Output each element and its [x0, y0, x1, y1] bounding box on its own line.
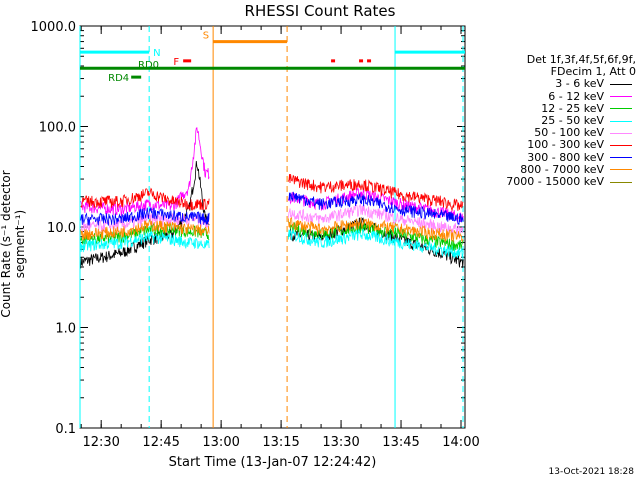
annotation-bar-label: RD0: [138, 60, 159, 71]
legend-swatch: [610, 108, 632, 110]
series-line: [288, 203, 464, 236]
series-line: [80, 127, 210, 216]
series-line: [80, 187, 210, 211]
legend-entry: 6 - 12 keV: [480, 89, 636, 103]
x-tick-label: 13:15: [262, 435, 299, 450]
series-line: [80, 230, 210, 253]
legend-swatch: [610, 169, 632, 171]
annotation-bar-label: N: [153, 48, 160, 59]
legend-entry-label: 3 - 6 keV: [555, 77, 604, 91]
series-line: [288, 173, 464, 212]
legend-entry-label: 7000 - 15000 keV: [506, 174, 604, 188]
legend-swatch: [610, 157, 632, 159]
legend-entry-label: 25 - 50 keV: [541, 113, 604, 127]
legend-entry: 12 - 25 keV: [480, 101, 636, 115]
legend-entry: 300 - 800 keV: [480, 150, 636, 164]
legend-header-line-2: FDecim 1, Att 0: [550, 65, 636, 79]
legend-entry-label: 100 - 300 keV: [527, 138, 604, 152]
legend-swatch: [610, 132, 632, 134]
x-tick-label: 13:45: [382, 435, 419, 450]
legend: Det 1f,3f,4f,5f,6f,9f, FDecim 1, Att 0 3…: [480, 53, 636, 188]
footer-timestamp: 13-Oct-2021 18:28: [548, 467, 634, 477]
legend-entry: 3 - 6 keV: [480, 78, 636, 90]
series-line: [288, 227, 464, 259]
legend-entry-label: 300 - 800 keV: [527, 150, 604, 164]
legend-entry: 50 - 100 keV: [480, 126, 636, 140]
x-tick-label: 14:00: [442, 435, 479, 450]
legend-entry: 100 - 300 keV: [480, 139, 636, 151]
annotation-bar-label: S: [203, 31, 209, 42]
y-tick-label: 100.0: [39, 121, 76, 136]
legend-swatch: [610, 144, 632, 146]
legend-swatch: [610, 84, 632, 85]
y-tick-label: 10.0: [47, 221, 76, 236]
legend-entries: 3 - 6 keV 6 - 12 keV 12 - 25 keV 25 - 50 ke…: [480, 78, 636, 188]
y-tick-label: 0.1: [55, 422, 76, 437]
legend-entry-label: 50 - 100 keV: [534, 126, 604, 140]
y-tick-label: 1000.0: [31, 20, 77, 35]
series-line: [80, 218, 210, 241]
y-axis-label: Count Rate (s⁻¹ detector segment⁻¹): [0, 170, 27, 318]
x-axis-label: Start Time (13-Jan-07 12:24:42): [168, 455, 377, 470]
legend-entry-label: 6 - 12 keV: [548, 89, 604, 103]
legend-entry-label: 12 - 25 keV: [541, 101, 604, 115]
x-tick-label: 12:30: [82, 435, 119, 450]
legend-entry-label: 800 - 7000 keV: [520, 162, 604, 176]
legend-entry: 25 - 50 keV: [480, 113, 636, 127]
legend-swatch: [610, 120, 632, 122]
legend-swatch: [610, 96, 632, 98]
legend-entry: 800 - 7000 keV: [480, 162, 636, 176]
series-line: [288, 191, 464, 225]
legend-swatch: [610, 181, 632, 183]
y-tick-label: 1.0: [55, 322, 76, 337]
series-line: [80, 207, 210, 226]
annotation-bar-label: RD4: [108, 73, 129, 84]
series-line: [80, 212, 210, 233]
legend-entry: 7000 - 15000 keV: [480, 174, 636, 188]
series-line: [288, 217, 464, 243]
x-tick-label: 13:00: [202, 435, 239, 450]
x-tick-label: 13:30: [322, 435, 359, 450]
annotation-bar-label: F: [173, 57, 179, 68]
chart-title: RHESSI Count Rates: [244, 2, 396, 20]
x-tick-label: 12:45: [142, 435, 179, 450]
legend-header-line-1: Det 1f,3f,4f,5f,6f,9f,: [526, 53, 636, 66]
